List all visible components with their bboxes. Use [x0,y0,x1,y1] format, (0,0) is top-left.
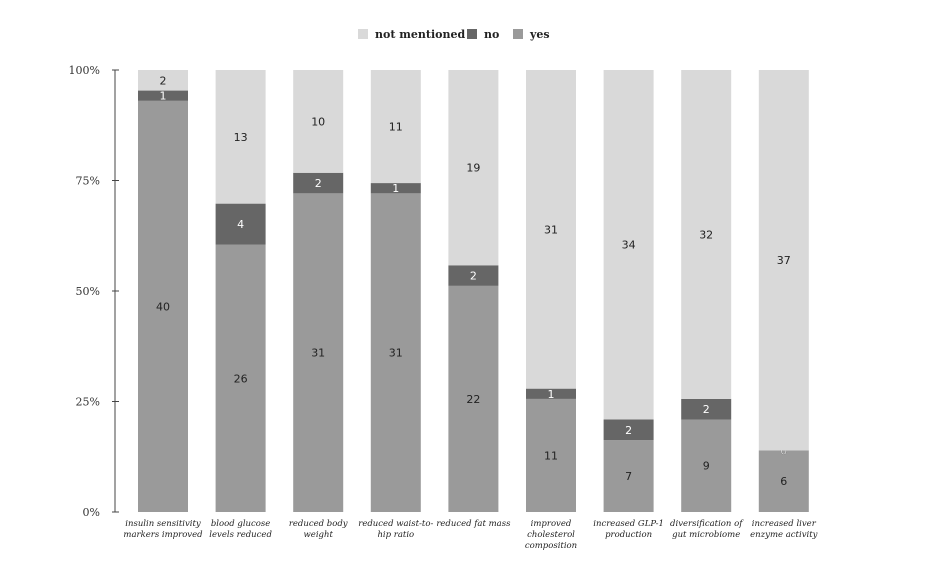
category-label-line: increased GLP-1 [593,519,664,529]
y-tick-label: 25% [76,396,100,409]
bar-segment-yes [526,398,576,512]
category-label-line: gut microbiome [672,530,740,540]
bar-segment-no [603,419,654,441]
bar-segment-not-mentioned [215,70,266,204]
category-label-line: reduced fat mass [436,519,511,529]
category-label-line: production [605,530,652,540]
bar-segment-no [681,398,732,420]
data-label-no: 1 [160,90,167,103]
bar-segment-not-mentioned [603,70,654,420]
data-label-not-mentioned: 37 [777,254,791,267]
data-label-yes: 7 [625,470,632,483]
data-label-yes: 26 [234,372,248,385]
data-label-not-mentioned: 11 [389,121,403,134]
legend-label-no: no [484,28,499,41]
category-label-line: weight [304,530,334,540]
data-label-no: 0 [780,444,787,457]
data-label-yes: 9 [703,460,710,473]
data-label-no: 2 [625,424,632,437]
category-label-line: cholesterol [527,530,575,540]
category-label-line: hip ratio [377,530,414,540]
bar-segment-not-mentioned [448,70,499,266]
bar-segment-no [370,183,421,194]
category-label-line: blood glucose [211,519,270,529]
bar-segment-yes [138,100,188,512]
data-label-not-mentioned: 19 [466,162,480,175]
category-label: increased GLP-1 production [593,519,664,540]
bars: 4012264133121031111222191113172349232603… [138,70,809,513]
legend-swatch-yes [513,29,523,39]
category-label-line: reduced waist-to- [358,519,433,529]
bar-segment-not-mentioned [758,70,809,451]
category-label-line: reduced body [289,519,348,529]
bar-segment-not-mentioned [526,70,576,389]
category-label-line: insulin sensitivity [125,519,201,529]
bar-segment-no [215,203,266,245]
bar-segment-no [293,172,344,194]
data-label-no: 2 [470,270,477,283]
category-label: reduced waist-to-hip ratio [358,519,433,540]
data-label-yes: 31 [389,347,403,360]
bar-segment-no [526,388,576,399]
legend: not mentioned no yes [358,28,550,41]
data-label-yes: 6 [780,475,787,488]
category-label: reduced body weight [289,519,348,540]
category-label-line: improved [531,519,572,529]
bar-segment-yes [215,244,266,512]
data-label-not-mentioned: 31 [544,223,558,236]
y-tick-label: 75% [76,175,100,188]
bar-segment-yes [448,285,499,512]
bar-segment-yes [603,440,654,512]
legend-swatch-not-mentioned [358,29,368,39]
data-label-not-mentioned: 2 [160,74,167,87]
category-label-line: levels reduced [209,530,272,540]
category-label: diversification of gut microbiome [670,519,744,540]
data-label-yes: 40 [156,300,170,313]
bar-segment-no [138,90,188,101]
legend-label-yes: yes [529,28,550,41]
data-label-no: 2 [315,177,322,190]
bar-segment-yes [681,419,732,512]
legend-swatch-no [467,29,477,39]
data-label-not-mentioned: 13 [234,131,248,144]
category-label-line: composition [525,541,577,551]
data-label-no: 1 [548,388,555,401]
x-axis-labels: insulin sensitivity markers improved blood… [123,519,817,551]
category-label-line: markers improved [123,530,203,540]
legend-label-not-mentioned: not mentioned [375,28,465,41]
data-label-yes: 31 [311,347,325,360]
y-tick-label: 0% [83,506,100,519]
category-label: reduced fat mass [436,519,511,529]
bar-segment-yes [370,193,421,513]
data-label-yes: 11 [544,449,558,462]
bar-segment-not-mentioned [681,70,732,399]
category-label-line: diversification of [670,519,744,529]
data-label-no: 2 [703,403,710,416]
bar-segment-no [448,265,499,286]
category-label-line: enzyme activity [750,530,817,540]
bar-segment-yes [293,193,344,513]
bar-segment-yes [758,450,809,512]
y-tick-label: 100% [69,64,100,77]
data-label-no: 4 [237,218,244,231]
bar-segment-not-mentioned [370,70,421,184]
bar-segment-not-mentioned [138,70,188,91]
bar-segment-not-mentioned [293,70,344,173]
data-label-yes: 22 [466,393,480,406]
y-axis: 0% 25% 50% 75% 100% [69,64,119,519]
category-label: increased liver enzyme activity [750,519,817,540]
category-label: improved cholesterol composition [525,519,577,551]
data-label-not-mentioned: 34 [622,239,636,252]
data-label-not-mentioned: 10 [311,115,325,128]
category-label: blood glucose levels reduced [209,519,272,540]
category-label: insulin sensitivity markers improved [123,519,203,540]
category-label-line: increased liver [752,519,817,529]
data-label-not-mentioned: 32 [699,228,713,241]
y-tick-label: 50% [76,285,100,298]
data-label-no: 1 [392,182,399,195]
